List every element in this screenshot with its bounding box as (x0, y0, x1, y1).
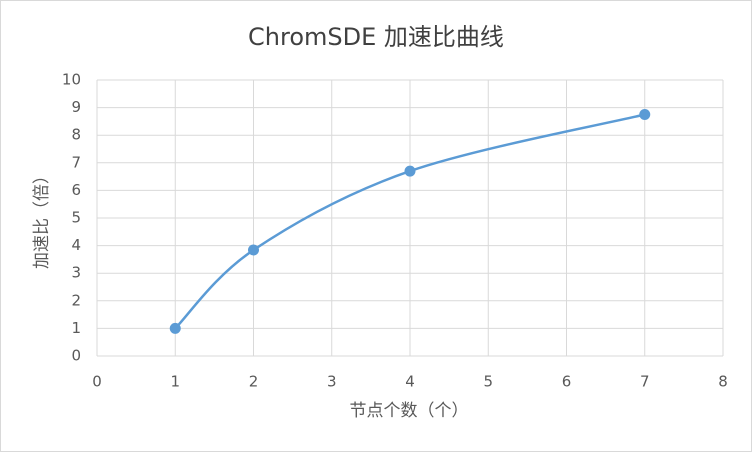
data-point (248, 244, 259, 256)
y-tick-label: 9 (71, 98, 81, 116)
y-tick-label: 2 (71, 291, 81, 309)
y-tick-label: 7 (71, 153, 81, 171)
x-axis-title: 节点个数（个） (350, 401, 469, 421)
x-tick-label: 3 (327, 373, 337, 391)
x-tick-label: 2 (249, 373, 259, 391)
data-point (639, 109, 651, 120)
data-line (174, 113, 646, 330)
x-tick-label: 8 (718, 373, 728, 391)
x-tick-label: 7 (640, 373, 650, 391)
y-tick-label: 10 (62, 71, 81, 89)
y-tick-label: 1 (71, 319, 81, 337)
data-point (404, 165, 416, 177)
y-tick-label: 5 (71, 209, 81, 227)
data-point (169, 322, 181, 334)
y-tick-label: 3 (71, 264, 81, 282)
x-tick-label: 0 (92, 373, 102, 391)
x-tick-label: 6 (562, 373, 572, 391)
y-axis-title: 加速比（倍） (32, 167, 52, 269)
x-tick-label: 1 (170, 373, 180, 391)
y-tick-label: 6 (71, 181, 81, 199)
chart-title: ChromSDE 加速比曲线 (248, 23, 504, 51)
y-tick-label: 8 (71, 126, 81, 144)
y-tick-label: 4 (71, 236, 81, 254)
x-tick-label: 4 (405, 373, 415, 391)
y-tick-label: 0 (71, 347, 81, 365)
x-tick-label: 5 (483, 373, 493, 391)
